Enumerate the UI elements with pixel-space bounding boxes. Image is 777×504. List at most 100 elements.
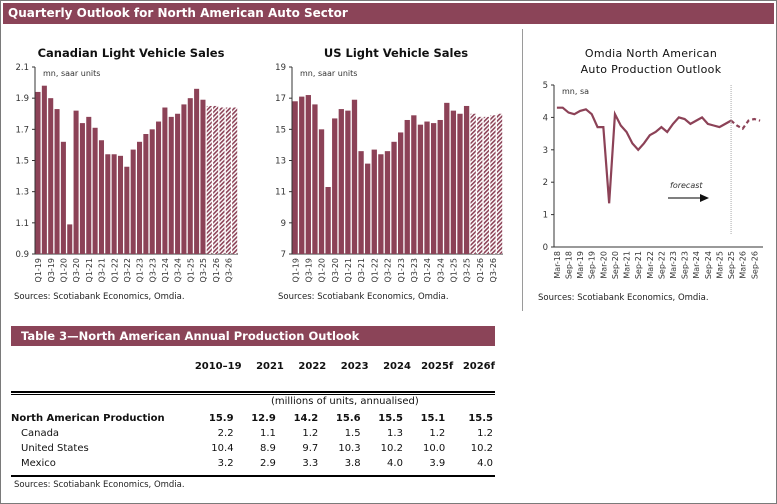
table-cell: 15.5 [468, 413, 493, 424]
x-tick-label: Mar-24 [692, 251, 701, 279]
x-tick-label: Q1-19 [291, 258, 300, 282]
table-cell: 1.3 [387, 428, 403, 439]
chart-title-line-2: Auto Production Outlook [580, 63, 722, 76]
bar [437, 119, 443, 254]
x-tick-label: Q1-21 [85, 258, 94, 282]
table-cell: 3.9 [429, 458, 446, 469]
x-tick-label: Q3-26 [224, 258, 233, 282]
y-tick-label: 19 [275, 63, 286, 73]
table-cell: 10.2 [470, 443, 493, 454]
x-tick-label: Mar-21 [623, 251, 632, 279]
bar [54, 109, 60, 254]
x-tick-label: Q3-19 [47, 258, 56, 282]
x-tick-label: Sep-22 [657, 251, 666, 279]
bar [111, 154, 117, 254]
table-rule [11, 394, 495, 395]
bar [305, 95, 311, 254]
bar [398, 132, 404, 254]
x-tick-label: Q1-23 [136, 258, 145, 282]
unit-label: mn, sa [562, 87, 589, 96]
chart-title-omdia: Omdia North American Auto Production Out… [546, 46, 756, 78]
bar [338, 109, 344, 254]
x-tick-label: Sep-24 [704, 251, 713, 279]
table-cell: 1.2 [302, 428, 319, 439]
x-tick-label: Q1-26 [476, 258, 485, 282]
unit-label: mn, saar units [300, 69, 357, 78]
bar [117, 155, 124, 254]
bar [143, 134, 149, 254]
x-tick-label: Sep-18 [565, 251, 574, 279]
x-tick-label: Q3-20 [72, 258, 81, 282]
bar [299, 96, 305, 254]
table-cell: 3.2 [217, 458, 234, 469]
y-tick-label: 0 [543, 243, 548, 253]
x-tick-label: Q1-24 [161, 258, 170, 282]
x-tick-label: Q3-22 [384, 258, 393, 282]
y-tick-label: 9 [281, 219, 286, 229]
x-tick-label: Q1-20 [60, 258, 69, 282]
forecast-bar [490, 115, 496, 254]
x-tick-label: Mar-22 [646, 251, 655, 279]
bar [137, 141, 143, 254]
production-table: 2010–19 2021 2022 2023 2024 2025f 2026f … [11, 353, 495, 471]
bar [181, 104, 187, 255]
y-tick-label: 4 [543, 113, 548, 123]
bar [149, 129, 155, 254]
bar [417, 124, 424, 255]
bar [105, 154, 111, 254]
row-label: United States [21, 443, 89, 454]
x-tick-label: Q3-21 [357, 258, 366, 282]
x-tick-label: Q3-22 [123, 258, 132, 282]
y-tick-label: 7 [281, 250, 286, 260]
forecast-bar [470, 113, 476, 254]
bar [424, 121, 430, 255]
column-header: 2010–19 [194, 360, 242, 372]
bar [358, 151, 364, 254]
table-cell: 1.5 [344, 428, 361, 439]
bar [430, 123, 437, 254]
x-tick-label: Sep-21 [634, 251, 643, 279]
x-tick-label: Q1-24 [423, 258, 432, 282]
bar [457, 113, 463, 254]
y-tick-label: 17 [275, 94, 286, 104]
x-tick-label: Q3-24 [174, 258, 183, 282]
charts-svg: 0.9 1.1 1.3 1.5 1.7 1.9 2.1 mn, saar units Q1-19… [15, 63, 763, 282]
table-cell: 4.0 [387, 458, 403, 469]
bar [411, 115, 417, 254]
table-cell: 15.1 [420, 413, 446, 424]
bar [187, 98, 193, 255]
x-tick-label: Sep-19 [588, 251, 597, 279]
table-title: Table 3—North American Annual Production… [11, 326, 495, 346]
table-cell: 12.9 [251, 413, 276, 424]
forecast-bar [477, 116, 483, 254]
table-row: United States 10.4 8.9 9.7 10.3 10.2 10.0 10.2 [11, 441, 495, 456]
x-tick-label: Q3-25 [199, 258, 208, 282]
table-row: North American Production 15.9 12.9 14.2 15.… [11, 411, 495, 426]
bar [378, 154, 384, 254]
table-header-row: 2010–19 2021 2022 2023 2024 2025f 2026f [11, 353, 495, 379]
table-cell: 3.3 [302, 458, 319, 469]
bar [162, 107, 168, 255]
forecast-bar [232, 107, 238, 255]
production-line [556, 106, 732, 204]
table-cell: 10.4 [211, 443, 234, 454]
forecast-arrowhead-icon [700, 194, 709, 202]
source-canada: Sources: Scotiabank Economics, Omdia. [14, 292, 185, 302]
bar [67, 224, 73, 254]
bar [318, 129, 325, 254]
x-tick-label: Q3-20 [331, 258, 340, 282]
x-tick-label: Q3-26 [489, 258, 498, 282]
table-cell: 2.9 [260, 458, 276, 469]
chart-title-line-1: Omdia North American [584, 47, 718, 60]
forecast-line [730, 117, 761, 131]
table-source: Sources: Scotiabank Economics, Omdia. [14, 480, 185, 490]
bar [73, 110, 79, 254]
source-us: Sources: Scotiabank Economics, Omdia. [278, 292, 449, 302]
bar [124, 166, 130, 254]
units-row: (millions of units, annualised) [11, 391, 495, 411]
bar [168, 116, 174, 254]
x-tick-label: Q1-23 [397, 258, 406, 282]
x-tick-label: Q1-25 [450, 258, 459, 282]
x-tick-label: Q1-25 [186, 258, 195, 282]
y-tick-label: 2.1 [15, 63, 29, 73]
